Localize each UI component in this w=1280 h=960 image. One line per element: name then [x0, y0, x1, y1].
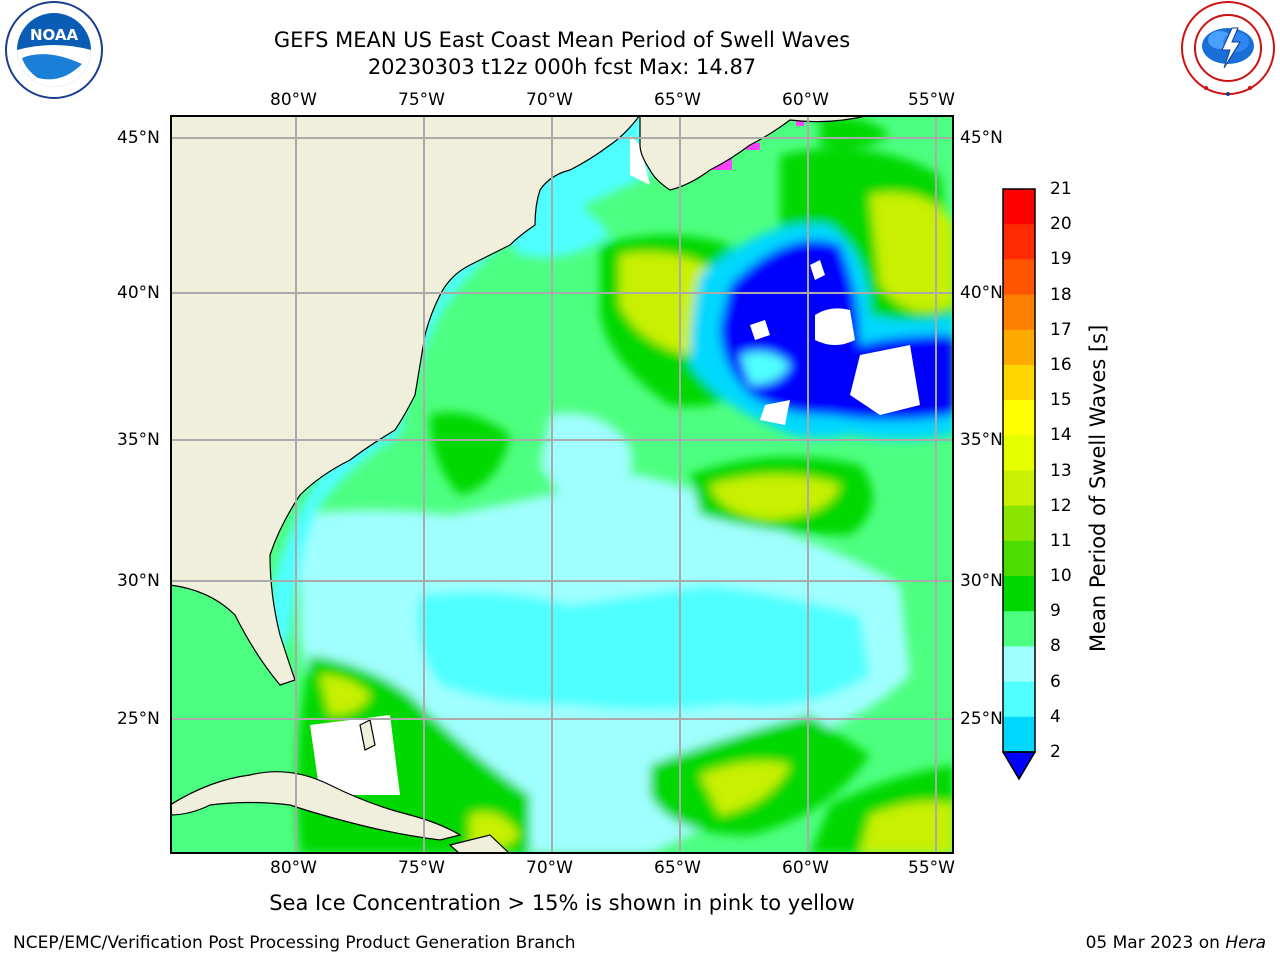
lat-label-right-30n: 30°N	[960, 571, 1003, 591]
colorbar-bin	[1003, 716, 1035, 753]
footer-branch: NCEP/EMC/Verification Post Processing Pr…	[13, 933, 576, 953]
colorbar-bin	[1003, 259, 1035, 296]
colorbar-tick-label: 10	[1050, 566, 1072, 587]
colorbar-tick-label: 11	[1050, 530, 1072, 551]
lon-label-top-55w: 55°W	[908, 90, 955, 110]
nws-logo	[1181, 1, 1275, 96]
colorbar-tick-label: 2	[1050, 742, 1061, 762]
colorbar-tick-label: 9	[1050, 601, 1061, 622]
lon-label-bottom-55w: 55°W	[908, 858, 955, 878]
map-frame	[170, 115, 954, 854]
colorbar-bin	[1003, 681, 1035, 718]
colorbar-bin	[1003, 576, 1035, 612]
colorbar-bin	[1003, 646, 1035, 683]
no-data-patches	[310, 135, 920, 795]
lat-label-left-30n: 30°N	[117, 571, 160, 591]
noaa-logo-text: NOAA	[30, 26, 79, 44]
colorbar-bin	[1003, 505, 1035, 542]
footer-date: 05 Mar 2023 on Hera	[1086, 933, 1266, 953]
colorbar-tick-label: 19	[1050, 249, 1072, 270]
cuba-land	[170, 771, 462, 841]
colorbar-bin	[1003, 364, 1035, 401]
colorbar-bin	[1003, 294, 1035, 331]
lon-label-top-80w: 80°W	[270, 90, 317, 110]
colorbar-tick-label: 17	[1050, 319, 1072, 340]
lat-label-right-35n: 35°N	[960, 430, 1003, 450]
lon-label-top-65w: 65°W	[654, 90, 701, 110]
colorbar-tick-label: 18	[1050, 284, 1072, 305]
lon-label-top-75w: 75°W	[398, 90, 445, 110]
colorbar-tick-label: 14	[1050, 425, 1072, 446]
colorbar-bin	[1003, 435, 1035, 471]
colorbar-tick-label: 6	[1050, 671, 1061, 692]
bahamas-land	[359, 719, 376, 751]
colorbar-bin	[1003, 329, 1035, 366]
colorbar-tick-label: 20	[1050, 214, 1072, 235]
colorbar-frame	[1002, 188, 1036, 753]
colorbar-bin	[1003, 400, 1035, 436]
sea-ice-note: Sea Ice Concentration > 15% is shown in …	[269, 891, 855, 915]
lat-label-left-45n: 45°N	[117, 128, 160, 148]
colorbar-tick-label: 12	[1050, 495, 1072, 516]
footer-host: Hera	[1225, 933, 1266, 953]
colorbar-bin	[1003, 611, 1035, 647]
colorbar-label: Mean Period of Swell Waves [s]	[1086, 324, 1110, 652]
colorbar-bin	[1003, 470, 1035, 507]
lon-label-bottom-70w: 70°W	[526, 858, 573, 878]
lon-label-top-70w: 70°W	[526, 90, 573, 110]
colorbar-tick-label: 4	[1050, 706, 1061, 727]
colorbar-under-triangle	[1001, 751, 1037, 781]
north-america-land	[170, 115, 641, 686]
colorbar-tick-label: 8	[1050, 636, 1061, 657]
footer-date-text: 05 Mar 2023 on	[1085, 933, 1220, 953]
lon-label-bottom-75w: 75°W	[398, 858, 445, 878]
lon-label-bottom-80w: 80°W	[270, 858, 317, 878]
lat-label-left-40n: 40°N	[117, 283, 160, 303]
lon-label-top-60w: 60°W	[782, 90, 829, 110]
colorbar-bin	[1003, 224, 1035, 260]
colorbar-tick-label: 16	[1050, 354, 1072, 375]
lat-label-right-40n: 40°N	[960, 283, 1003, 303]
colorbar-tick-label: 15	[1050, 390, 1072, 411]
lon-label-bottom-60w: 60°W	[782, 858, 829, 878]
map-plot	[170, 115, 954, 854]
colorbar-bin	[1003, 189, 1035, 225]
noaa-logo: NOAA	[5, 1, 103, 99]
chart-subtitle: 20230303 t12z 000h fcst Max: 14.87	[367, 55, 757, 79]
colorbar	[1001, 188, 1037, 781]
graticule	[170, 115, 954, 854]
land-masses	[170, 115, 871, 854]
colorbar-bin	[1003, 540, 1035, 577]
lat-label-left-25n: 25°N	[117, 709, 160, 729]
colorbar-tick-label: 21	[1050, 179, 1072, 199]
chart-title: GEFS MEAN US East Coast Mean Period of S…	[273, 28, 851, 52]
nova-scotia-land	[639, 115, 871, 191]
lat-label-left-35n: 35°N	[117, 430, 160, 450]
colorbar-tick-label: 13	[1050, 460, 1072, 481]
lon-label-bottom-65w: 65°W	[654, 858, 701, 878]
hispaniola-land	[448, 834, 511, 854]
lat-label-right-25n: 25°N	[960, 709, 1003, 729]
lat-label-right-45n: 45°N	[960, 128, 1003, 148]
